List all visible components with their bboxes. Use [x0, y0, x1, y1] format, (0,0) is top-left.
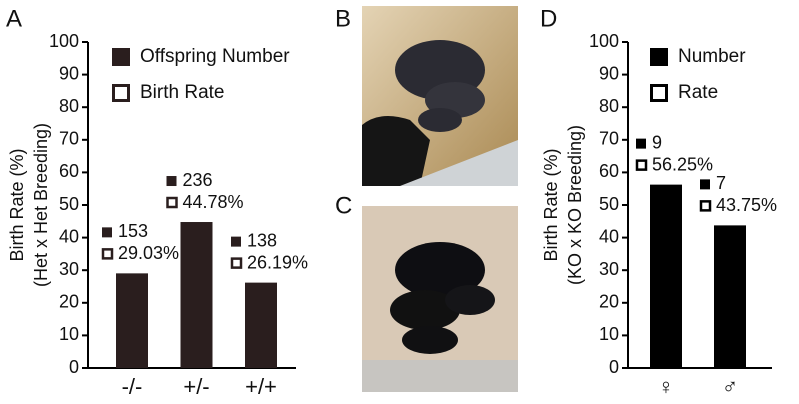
panel-label: C: [335, 192, 352, 219]
y-tick-label: 100: [49, 31, 79, 51]
count-icon: [102, 227, 112, 238]
count-icon: [231, 236, 241, 247]
y-tick-label: 80: [599, 96, 619, 116]
x-tick-label: ♀: [658, 374, 675, 399]
rate-icon: [166, 196, 178, 209]
x-tick-label: ♂: [722, 374, 739, 399]
count-icon: [700, 179, 710, 190]
y-tick-label: 40: [599, 226, 619, 246]
legend-swatch: [650, 48, 668, 66]
rate-label: 43.75%: [716, 195, 777, 215]
y-axis-label: (KO x KO Breeding): [565, 125, 585, 285]
legend-swatch: [112, 84, 130, 102]
y-tick-label: 70: [59, 129, 79, 149]
y-axis-label: (Het x Het Breeding): [31, 123, 51, 287]
rate-label: 44.78%: [183, 192, 244, 212]
y-tick-label: 70: [599, 129, 619, 149]
count-label: 7: [716, 173, 726, 193]
photo-c: [362, 206, 518, 392]
count-icon: [636, 138, 646, 149]
count-icon: [166, 176, 177, 187]
panel-label: D: [540, 5, 557, 32]
legend-label: Birth Rate: [140, 82, 224, 103]
bar: [650, 184, 682, 368]
y-axis-label: Birth Rate (%): [7, 148, 27, 261]
x-tick-label: +/+: [245, 374, 277, 399]
y-tick-label: 50: [59, 194, 79, 214]
x-tick-label: -/-: [122, 374, 143, 399]
rate-label: 26.19%: [247, 252, 308, 272]
legend-label: Offspring Number: [140, 46, 290, 67]
bar: [714, 225, 746, 368]
legend-label: Rate: [678, 82, 718, 103]
panel-label: B: [335, 5, 351, 32]
y-tick-label: 50: [599, 194, 619, 214]
y-tick-label: 90: [599, 63, 619, 83]
y-tick-label: 20: [59, 292, 79, 312]
legend-swatch: [650, 84, 668, 102]
count-label: 9: [652, 132, 662, 152]
y-tick-label: 30: [59, 259, 79, 279]
rate-label: 29.03%: [118, 243, 179, 263]
y-tick-label: 100: [589, 31, 619, 51]
y-tick-label: 0: [69, 357, 79, 377]
rate-icon: [635, 159, 648, 171]
y-tick-label: 30: [599, 259, 619, 279]
count-label: 138: [247, 230, 277, 250]
y-tick-label: 60: [59, 161, 79, 181]
bar: [116, 273, 148, 368]
count-label: 236: [183, 170, 213, 190]
y-axis-label: Birth Rate (%): [541, 148, 561, 261]
count-label: 153: [118, 221, 148, 241]
panel-label: A: [6, 5, 22, 32]
legend-label: Number: [678, 46, 746, 67]
x-tick-label: +/-: [183, 374, 209, 399]
y-tick-label: 0: [609, 357, 619, 377]
legend-swatch: [112, 48, 130, 66]
y-tick-label: 80: [59, 96, 79, 116]
y-tick-label: 40: [59, 226, 79, 246]
y-tick-label: 20: [599, 292, 619, 312]
photo-b: [362, 6, 518, 186]
rate-icon: [230, 257, 243, 269]
rate-label: 56.25%: [652, 154, 713, 174]
bar: [180, 222, 213, 368]
y-tick-label: 90: [59, 63, 79, 83]
bar: [245, 282, 277, 368]
rate-icon: [101, 248, 114, 260]
y-tick-label: 60: [599, 161, 619, 181]
y-tick-label: 10: [599, 324, 619, 344]
y-tick-label: 10: [59, 324, 79, 344]
rate-icon: [699, 200, 712, 212]
